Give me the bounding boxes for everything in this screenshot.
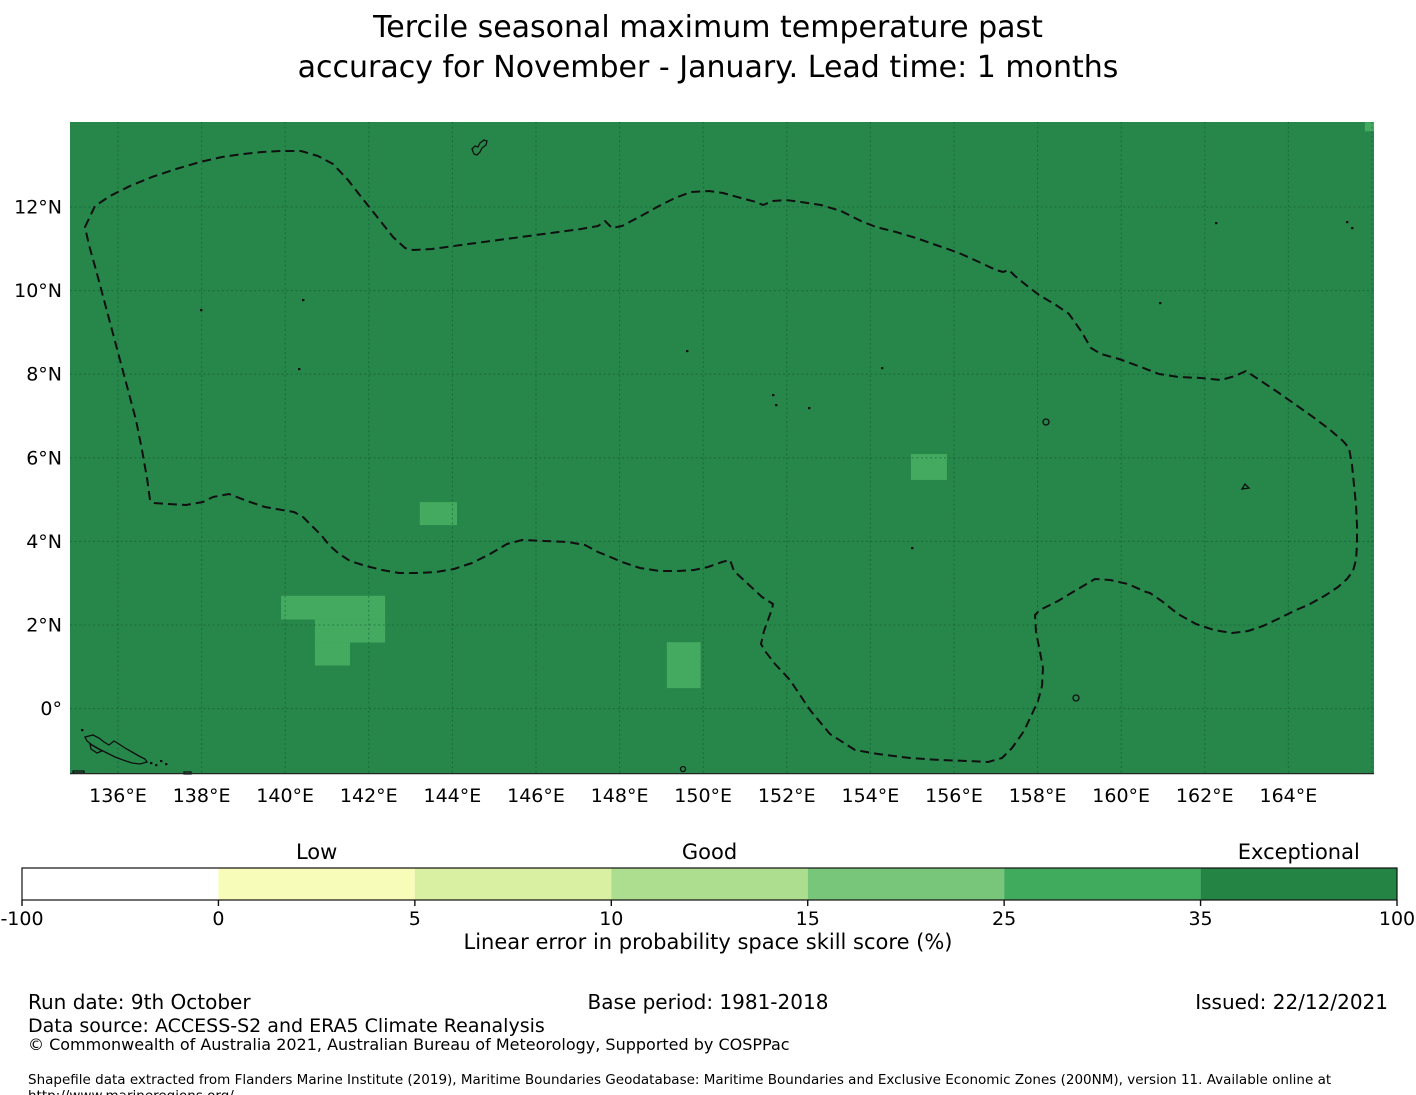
- colorbar-segment: [414, 868, 612, 900]
- skill-cell: [281, 595, 386, 620]
- guam-outline: [471, 139, 488, 156]
- lat-tick-label: 12°N: [14, 197, 62, 219]
- lat-tick-label: 6°N: [26, 447, 62, 469]
- lat-tick-label: 2°N: [26, 615, 62, 637]
- new-guinea-hook: [89, 742, 104, 754]
- colorbar-tick-label: 5: [409, 908, 421, 930]
- islet-dot: [302, 299, 305, 302]
- islet-dot: [165, 763, 168, 766]
- lon-tick-label: 156°E: [925, 785, 983, 807]
- lon-tick-label: 160°E: [1092, 785, 1150, 807]
- map-field: [70, 122, 1374, 773]
- islet-dot: [150, 762, 153, 765]
- lon-tick-label: 154°E: [842, 785, 900, 807]
- colorbar-segment: [1200, 868, 1397, 900]
- skill-cell: [314, 642, 350, 666]
- chart-title-line2: accuracy for November - January. Lead ti…: [297, 50, 1119, 85]
- islet-dot: [881, 367, 884, 370]
- skill-cell: [910, 454, 947, 480]
- islet-dot: [911, 547, 914, 550]
- skill-cell: [419, 502, 457, 526]
- copyright-text: © Commonwealth of Australia 2021, Austra…: [28, 1035, 790, 1054]
- lon-tick-label: 162°E: [1176, 785, 1234, 807]
- islet-dot: [686, 350, 689, 353]
- skill-cell: [314, 619, 386, 643]
- data-source-text: Data source: ACCESS-S2 and ERA5 Climate …: [28, 1015, 545, 1037]
- lat-tick-label: 0°: [40, 698, 62, 720]
- lon-tick-label: 140°E: [256, 785, 314, 807]
- islet-dot: [1159, 302, 1162, 305]
- lon-tick-label: 148°E: [591, 785, 649, 807]
- colorbar-category-label: Low: [296, 840, 337, 864]
- shapefile-note-text: Shapefile data extracted from Flanders M…: [28, 1072, 1332, 1095]
- lon-tick-label: 136°E: [89, 785, 147, 807]
- lon-tick-label: 144°E: [424, 785, 482, 807]
- islet-triangle: [1240, 482, 1251, 490]
- skill-cell: [666, 642, 701, 689]
- run-date-text: Run date: 9th October: [28, 990, 251, 1014]
- lon-tick-label: 164°E: [1260, 785, 1318, 807]
- islet-dot: [772, 394, 775, 397]
- colorbar-segment: [807, 868, 1005, 900]
- islet-outline: [1042, 418, 1050, 426]
- colorbar-axis-label: Linear error in probability space skill …: [463, 930, 953, 954]
- colorbar-segment: [218, 868, 415, 900]
- islet-dot: [160, 760, 163, 763]
- colorbar-outline: [21, 867, 1398, 901]
- islet-dot: [808, 407, 811, 410]
- lon-tick-label: 152°E: [758, 785, 816, 807]
- islet-dot: [1351, 227, 1354, 230]
- colorbar-tick-label: 0: [212, 908, 224, 930]
- islet-outline: [679, 765, 687, 773]
- islet-dot: [1346, 221, 1349, 224]
- issued-date-text: Issued: 22/12/2021: [1195, 990, 1388, 1014]
- colorbar-tick-label: 10: [599, 908, 623, 930]
- skill-cell: [1364, 122, 1374, 132]
- islet-dot: [298, 368, 301, 371]
- colorbar-segment: [22, 868, 219, 900]
- lon-tick-label: 158°E: [1009, 785, 1067, 807]
- colorbar-tick-label: 35: [1188, 908, 1212, 930]
- chart-title: Tercile seasonal maximum temperature pas…: [0, 8, 1416, 88]
- eez-boundary: [84, 150, 1358, 763]
- islet-dot: [775, 404, 778, 407]
- colorbar-tick-label: 100: [1379, 908, 1415, 930]
- colorbar-category-label: Good: [682, 840, 737, 864]
- islet-dot: [200, 309, 203, 312]
- colorbar-tick-label: 25: [992, 908, 1016, 930]
- islet-dot: [155, 764, 158, 767]
- colorbar-tick-label: 15: [796, 908, 820, 930]
- lon-tick-label: 142°E: [340, 785, 398, 807]
- colorbar-segment: [1004, 868, 1201, 900]
- lat-tick-label: 4°N: [26, 531, 62, 553]
- lat-tick-label: 10°N: [14, 280, 62, 302]
- lon-tick-label: 138°E: [173, 785, 231, 807]
- lon-tick-label: 146°E: [507, 785, 565, 807]
- colorbar-tick-label: -100: [0, 908, 43, 930]
- islet-dot: [1215, 222, 1218, 225]
- islet-outline: [1072, 694, 1080, 702]
- base-period-text: Base period: 1981-2018: [587, 990, 829, 1014]
- chart-title-line1: Tercile seasonal maximum temperature pas…: [373, 10, 1043, 45]
- lon-tick-label: 150°E: [674, 785, 732, 807]
- colorbar-segment: [611, 868, 808, 900]
- islet-dot: [81, 729, 84, 732]
- colorbar-category-label: Exceptional: [1238, 840, 1360, 864]
- lat-tick-label: 8°N: [26, 364, 62, 386]
